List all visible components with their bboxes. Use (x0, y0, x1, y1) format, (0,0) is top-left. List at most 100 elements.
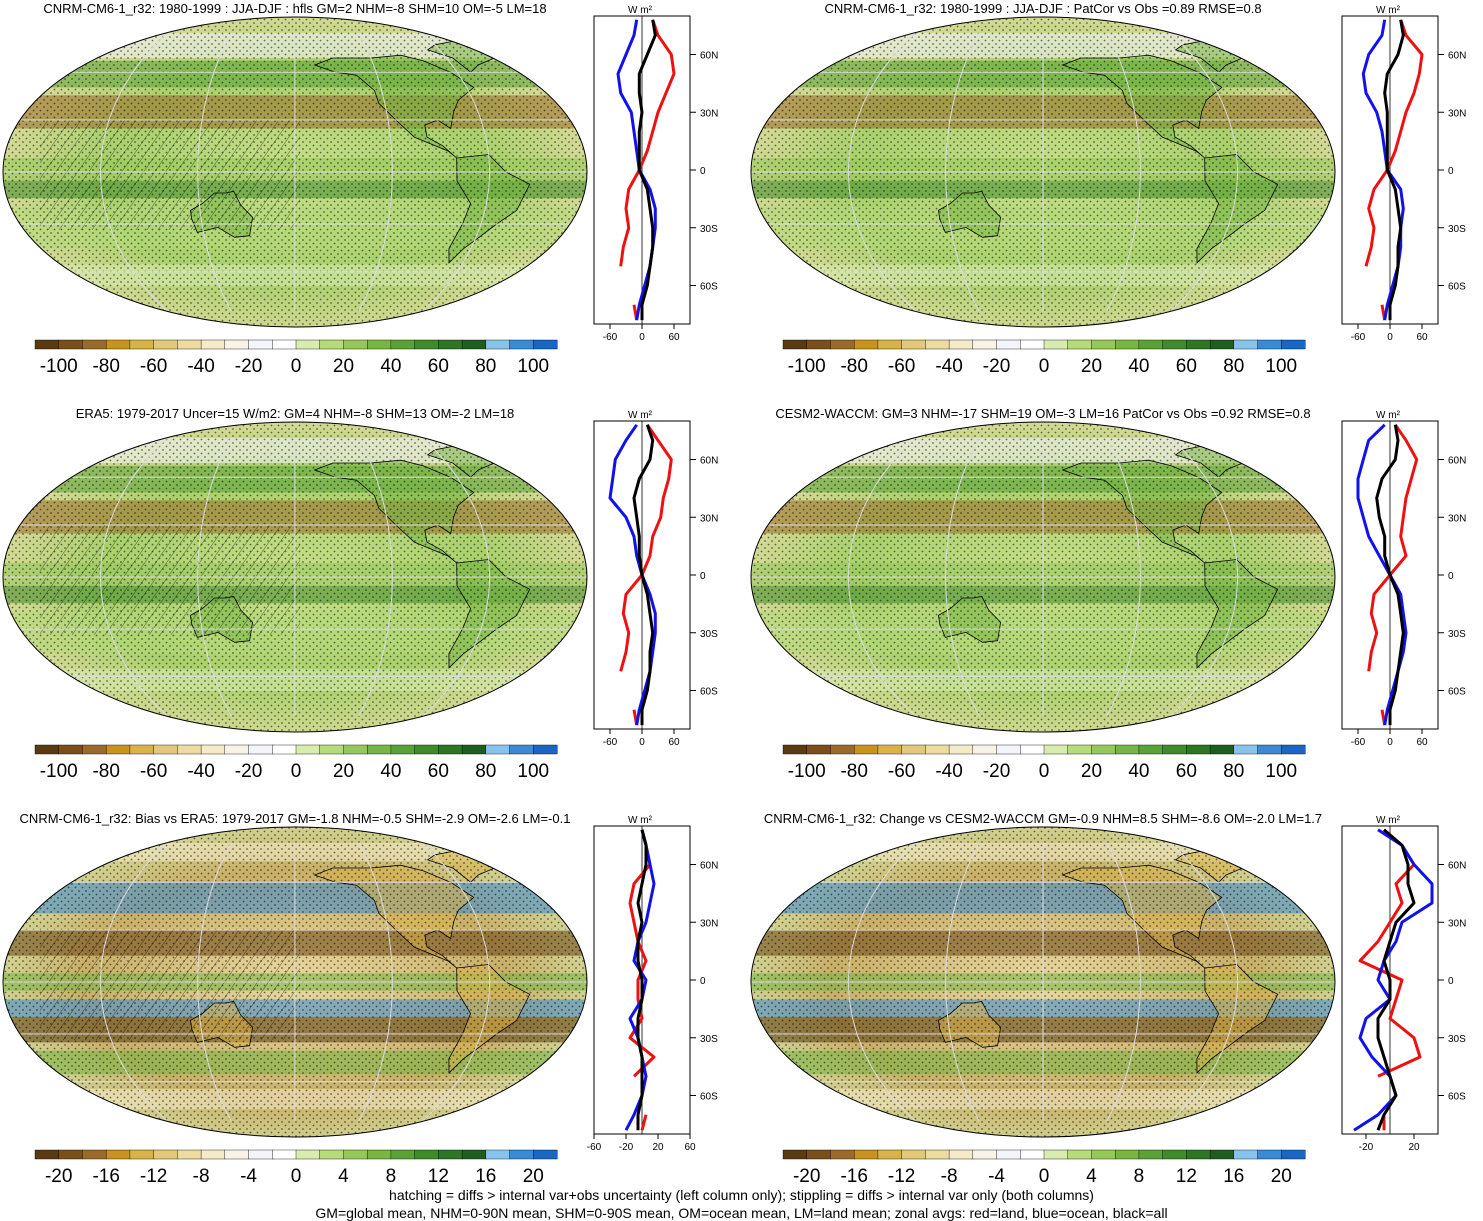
map-border (2, 826, 588, 1138)
colorbar-swatch (366, 339, 392, 350)
colorbar: -100 -80 -60 -40 -20 0 20 40 60 80 100 (34, 744, 558, 782)
zonal-line-all (1376, 828, 1416, 1131)
zonal-xtick-label: 20 (1408, 1142, 1420, 1153)
zonal-xtick-label: 20 (652, 1142, 664, 1153)
map-border (750, 826, 1336, 1138)
colorbar-swatch (1233, 744, 1259, 755)
zonal-ytick-label: 30S (700, 629, 718, 640)
colorbar: -100 -80 -60 -40 -20 0 20 40 60 80 100 (34, 339, 558, 377)
colorbar-swatch (1162, 744, 1187, 755)
colorbar-tick-label: -40 (187, 761, 214, 782)
colorbar-swatch (1114, 339, 1140, 350)
colorbar-swatch (830, 744, 855, 755)
zonal-ytick-label: 30S (700, 224, 718, 235)
colorbar-tick-label: -20 (45, 1166, 72, 1185)
graticule-lon (99, 32, 168, 312)
colorbar-swatch (485, 744, 511, 755)
colorbar-swatch (877, 339, 903, 350)
colorbar-swatch (1233, 1149, 1259, 1160)
colorbar-tick-label: 100 (517, 761, 549, 782)
zonal-unit: W m² (1376, 410, 1401, 421)
colorbar-swatch (366, 1149, 392, 1160)
colorbar-tick-label: 100 (1265, 356, 1297, 377)
colorbar-swatch (1186, 1149, 1211, 1160)
colorbar-tick-label: -20 (793, 1166, 820, 1185)
colorbar-tick-label: -60 (140, 356, 167, 377)
zonal-mean-plot: W m² -60 0 60 60N 30N 0 30S 60S (1341, 5, 1466, 343)
colorbar-swatch (1043, 1149, 1069, 1160)
colorbar-swatch (319, 339, 344, 350)
colorbar-swatch (485, 1149, 511, 1160)
map-border (750, 421, 1336, 733)
colorbar-swatch (153, 744, 178, 755)
graticule-lon (197, 437, 232, 717)
graticule-lon (945, 32, 980, 312)
zonal-line-all (636, 829, 648, 1131)
graticule-lon (847, 32, 916, 312)
zonal-ytick-label: 60S (1448, 687, 1466, 698)
colorbar-swatch (1020, 1149, 1045, 1160)
colorbar-swatch (1114, 1149, 1140, 1160)
colorbar-swatch (901, 744, 926, 755)
graticule-lon (358, 437, 393, 717)
footer-legend-note: GM=global mean, NHM=0-90N mean, SHM=0-90… (315, 1205, 1168, 1221)
graticule-lon (197, 32, 232, 312)
colorbar-swatch (782, 744, 808, 755)
colorbar-tick-label: -60 (140, 761, 167, 782)
colorbar-tick-label: 40 (1128, 761, 1149, 782)
colorbar-tick-label: -20 (983, 356, 1010, 377)
colorbar-swatch (1209, 1149, 1235, 1160)
zonal-xtick-label: -60 (587, 1142, 602, 1153)
colorbar-tick-label: -100 (788, 761, 826, 782)
colorbar-swatch (996, 1149, 1021, 1160)
zonal-xtick-label: 60 (1416, 737, 1428, 748)
colorbar-swatch (58, 339, 83, 350)
zonal-line-all (632, 424, 655, 726)
colorbar-swatch (830, 339, 855, 350)
colorbar-tick-label: 60 (428, 761, 449, 782)
zonal-line-land (619, 423, 673, 726)
graticule-lon (847, 842, 916, 1122)
graticule-lon (1170, 32, 1239, 312)
colorbar-tick-label: -60 (888, 356, 915, 377)
colorbar-swatch (248, 1149, 273, 1160)
colorbar-tick-label: 8 (1134, 1166, 1145, 1185)
graticule-lon (847, 437, 916, 717)
zonal-ytick-label: 30S (1448, 224, 1466, 235)
hatching (40, 930, 300, 1040)
zonal-line-all (1383, 19, 1405, 321)
colorbar-swatch (224, 1149, 250, 1160)
colorbar-tick-label: 60 (428, 356, 449, 377)
colorbar-tick-label: 16 (1223, 1166, 1244, 1185)
colorbar-swatch (1281, 744, 1306, 755)
colorbar-swatch (224, 339, 250, 350)
colorbar-tick-label: -40 (187, 356, 214, 377)
colorbar-swatch (948, 1149, 974, 1160)
colorbar-swatch (533, 1149, 558, 1160)
figure-canvas: CNRM-CM6-1_r32: 1980-1999 : JJA-DJF : hf… (2, 1, 1466, 1185)
colorbar-swatch (58, 1149, 83, 1160)
colorbar-tick-label: 20 (1081, 761, 1102, 782)
colorbar-tick-label: -40 (935, 761, 962, 782)
panel-4: CESM2-WACCM: GM=3 NHM=-17 SHM=19 OM=-3 L… (750, 406, 1466, 782)
zonal-ytick-label: 60N (1448, 51, 1466, 62)
colorbar-swatch (1138, 744, 1164, 755)
zonal-line-land (1364, 19, 1424, 321)
zonal-ytick-label: 60N (700, 456, 718, 467)
colorbar-swatch (1162, 339, 1187, 350)
colorbar-tick-label: 20 (1271, 1166, 1292, 1185)
colorbar-swatch (105, 744, 131, 755)
colorbar-swatch (82, 1149, 107, 1160)
colorbar: -100 -80 -60 -40 -20 0 20 40 60 80 100 (782, 339, 1306, 377)
map-border (750, 16, 1336, 328)
zonal-ytick-label: 0 (700, 166, 706, 177)
colorbar-swatch (34, 1149, 60, 1160)
colorbar-swatch (153, 339, 178, 350)
panel-6: CNRM-CM6-1_r32: Change vs CESM2-WACCM GM… (750, 811, 1466, 1185)
colorbar-swatch (414, 339, 439, 350)
colorbar-swatch (1091, 339, 1116, 350)
zonal-xtick-label: 0 (1387, 332, 1393, 343)
panel-3: ERA5: 1979-2017 Uncer=15 W/m2: GM=4 NHM=… (2, 406, 718, 782)
colorbar-tick-label: -80 (840, 761, 867, 782)
hatching (40, 525, 300, 635)
